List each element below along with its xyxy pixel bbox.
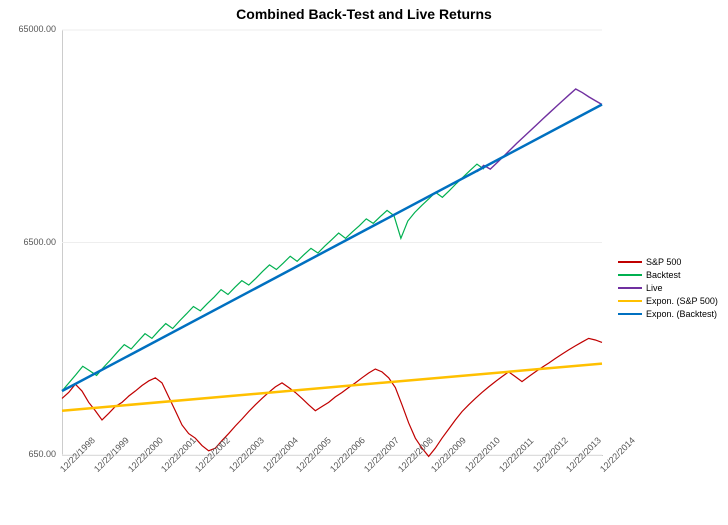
y-tick-label: 650.00 [6, 449, 56, 459]
legend-label: Expon. (S&P 500) [646, 296, 718, 306]
legend: S&P 500 Backtest Live Expon. (S&P 500) Expon… [612, 250, 724, 326]
legend-label: Backtest [646, 270, 681, 280]
trend-expon-backtest [62, 104, 602, 391]
series-live [477, 89, 602, 172]
legend-label: Live [646, 283, 663, 293]
legend-swatch [618, 313, 642, 315]
chart-container: Combined Back-Test and Live Returns 650.… [0, 0, 728, 525]
trend-expon-sp500 [62, 364, 602, 411]
legend-swatch [618, 287, 642, 289]
legend-swatch [618, 274, 642, 276]
legend-item: Backtest [618, 270, 718, 280]
legend-swatch [618, 261, 642, 263]
legend-label: Expon. (Backtest) [646, 309, 717, 319]
legend-item: Expon. (Backtest) [618, 309, 718, 319]
y-tick-label: 6500.00 [6, 237, 56, 247]
legend-swatch [618, 300, 642, 302]
legend-item: S&P 500 [618, 257, 718, 267]
legend-item: Expon. (S&P 500) [618, 296, 718, 306]
y-tick-label: 65000.00 [6, 24, 56, 34]
series-sp500 [62, 338, 602, 456]
legend-item: Live [618, 283, 718, 293]
legend-label: S&P 500 [646, 257, 681, 267]
